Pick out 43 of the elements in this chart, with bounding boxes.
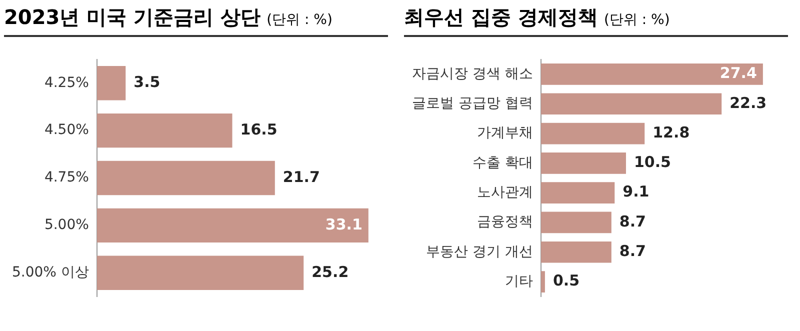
bar xyxy=(540,241,612,263)
data-label: 12.8 xyxy=(652,123,690,142)
data-label: 22.3 xyxy=(730,94,767,112)
bar xyxy=(540,122,645,144)
bar xyxy=(96,160,275,196)
bar xyxy=(540,212,612,234)
y-tick-label: 부동산 경기 개선 xyxy=(426,244,533,260)
y-tick-label: 5.00% xyxy=(44,217,89,234)
bar xyxy=(540,93,722,115)
y-tick-label: 5.00% 이상 xyxy=(12,264,89,281)
chart-title: 2023년 미국 기준금리 상단 xyxy=(4,5,261,29)
y-tick-label: 4.25% xyxy=(44,74,89,91)
bar xyxy=(96,256,304,290)
data-label: 21.7 xyxy=(282,168,320,186)
chart-title: 최우선 집중 경제정책 xyxy=(404,5,598,29)
bar xyxy=(540,271,545,292)
data-label: 0.5 xyxy=(552,272,580,290)
bar xyxy=(96,208,368,243)
chart-subtitle: (단위 : %) xyxy=(604,12,670,28)
data-label: 16.5 xyxy=(240,120,278,138)
bar xyxy=(96,113,232,148)
y-tick-label: 자금시장 경색 해소 xyxy=(412,66,533,82)
y-tick-label: 4.50% xyxy=(44,122,89,138)
y-tick-label: 기타 xyxy=(504,273,533,290)
bar xyxy=(540,182,615,204)
y-tick-label: 금융정책 xyxy=(476,214,533,230)
data-label: 9.1 xyxy=(622,182,650,201)
bar xyxy=(540,64,763,85)
data-label: 8.7 xyxy=(619,242,646,260)
y-tick-label: 4.75% xyxy=(44,170,89,186)
data-label: 27.4 xyxy=(720,64,757,82)
data-label: 25.2 xyxy=(312,262,349,281)
y-tick-label: 노사관계 xyxy=(476,184,533,200)
bar xyxy=(96,66,126,100)
data-label: 8.7 xyxy=(619,212,646,230)
y-tick-label: 글로벌 공급망 협력 xyxy=(412,96,533,112)
data-label: 10.5 xyxy=(634,153,671,172)
data-label: 33.1 xyxy=(325,215,362,234)
y-tick-label: 수출 확대 xyxy=(472,154,533,171)
data-label: 3.5 xyxy=(134,73,160,92)
y-tick-label: 가계부채 xyxy=(476,125,533,142)
chart-subtitle: (단위 : %) xyxy=(266,12,332,28)
bar xyxy=(540,152,626,174)
